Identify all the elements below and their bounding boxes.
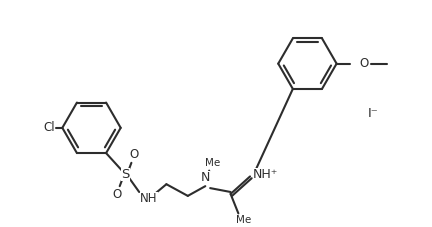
Text: Me: Me — [206, 158, 221, 168]
Text: NH: NH — [140, 192, 158, 205]
Text: O: O — [112, 188, 121, 201]
Text: Me: Me — [235, 215, 251, 225]
Text: N: N — [200, 171, 210, 184]
Text: S: S — [121, 168, 130, 181]
Text: I⁻: I⁻ — [368, 107, 379, 120]
Text: O: O — [130, 148, 139, 160]
Text: NH⁺: NH⁺ — [253, 168, 278, 181]
Text: O: O — [359, 57, 368, 70]
Text: Cl: Cl — [43, 121, 54, 134]
